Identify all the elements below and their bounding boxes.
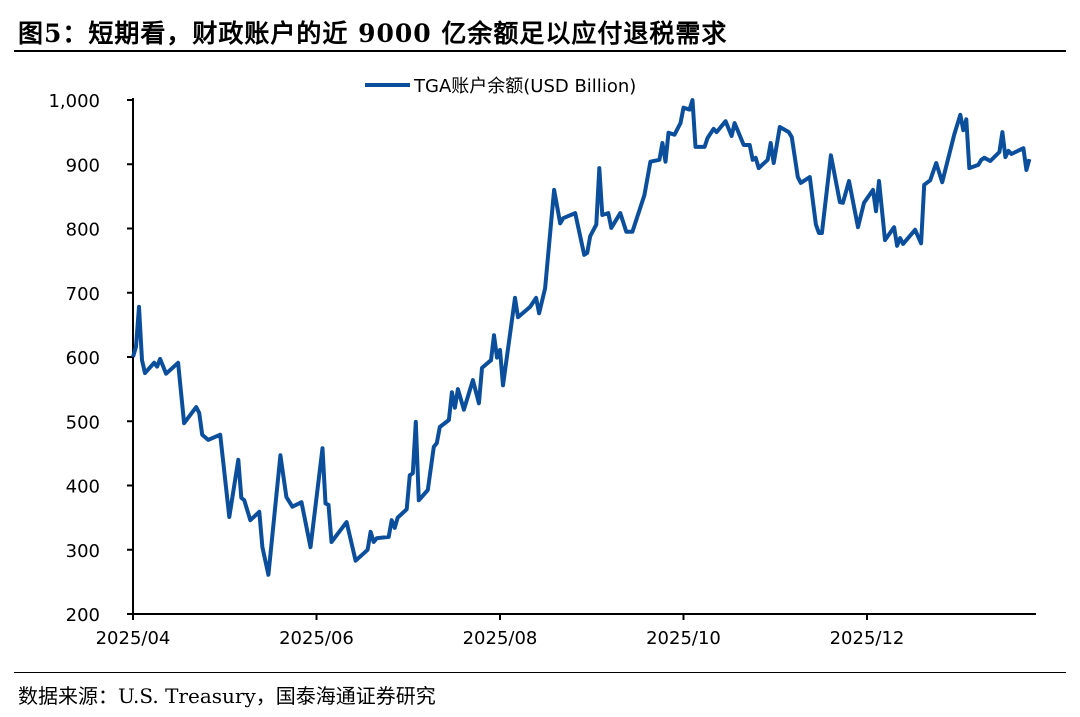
legend-label: TGA账户余额(USD Billion) [413,76,636,97]
y-tick-label: 700 [66,284,100,305]
y-tick-label: 400 [66,477,100,498]
figure-title: 图5：短期看，财政账户的近 9000 亿余额足以应付退税需求 [18,19,728,48]
y-tick-label: 200 [66,605,100,626]
x-tick-label: 2025/04 [96,628,171,649]
axes [132,98,1036,615]
x-tick-label: 2025/10 [646,628,721,649]
source-note: 数据来源：U.S. Treasury，国泰海通证券研究 [18,684,436,708]
y-tick-label: 800 [66,220,100,241]
y-tick-label: 900 [66,155,100,176]
footer-divider [14,672,1066,673]
x-tick-label: 2025/12 [830,628,905,649]
x-axis-ticks: 2025/04 2025/06 2025/08 2025/10 2025/12 [96,614,905,649]
x-tick-label: 2025/08 [463,628,538,649]
legend: TGA账户余额(USD Billion) [365,76,636,97]
y-tick-label: 300 [66,541,100,562]
y-tick-label: 1,000 [48,91,100,112]
series-line-tga-balance [131,98,1032,577]
series-layer [131,98,1032,577]
x-tick-label: 2025/06 [279,628,354,649]
y-tick-label: 500 [66,412,100,433]
title-divider [14,50,1066,52]
y-tick-label: 600 [66,348,100,369]
y-axis-ticks: 200 300 400 500 600 700 800 900 1,000 [48,91,133,626]
